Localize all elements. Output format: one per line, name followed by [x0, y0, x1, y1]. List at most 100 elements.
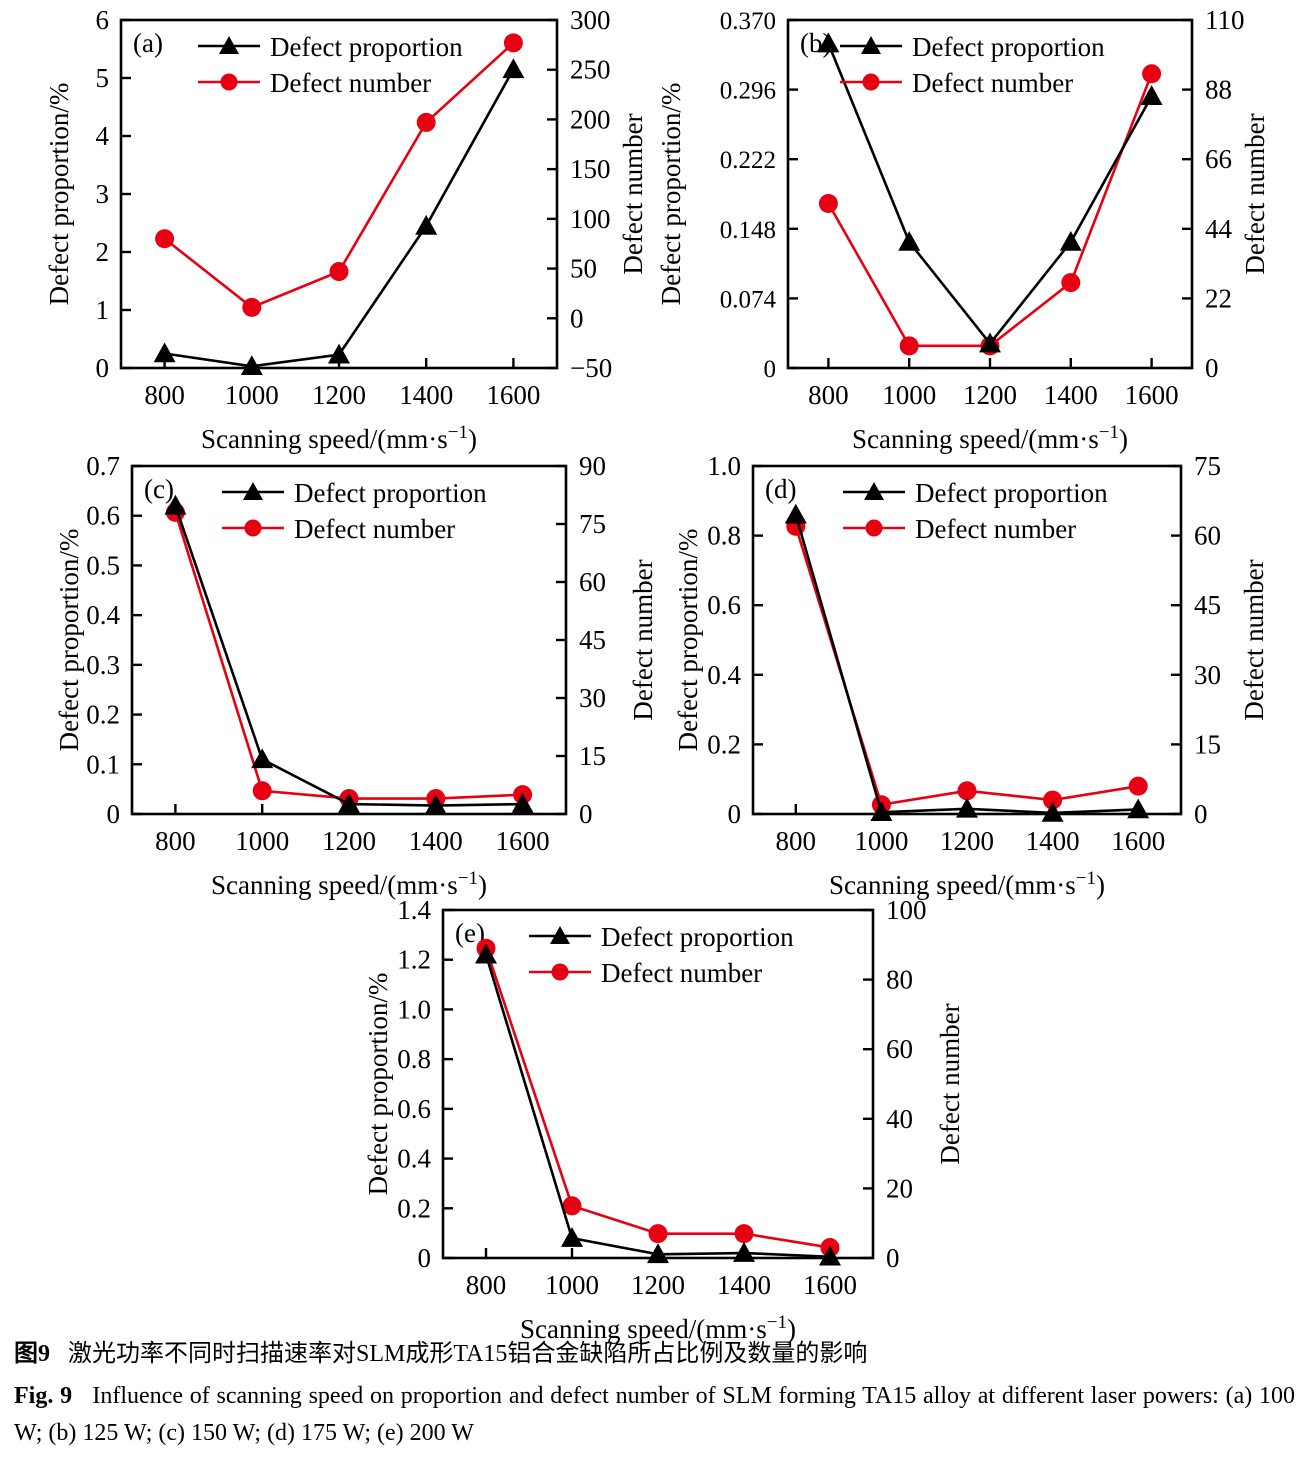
data-point-circle [1128, 776, 1148, 796]
legend-label[interactable]: Defect proportion [294, 478, 487, 508]
legend-label[interactable]: Defect number [270, 68, 431, 98]
legend-marker-triangle [219, 36, 239, 54]
legend-label[interactable]: Defect number [912, 68, 1073, 98]
plot-c: 800 1000 1200 1400 1600 0 0.1 0.2 0.3 0.4 0.5 0.6 0.… [54, 451, 658, 900]
y-left-tick-label: 0 [728, 799, 742, 829]
y-left-tick-label: 0.074 [720, 286, 777, 313]
y-right-tick-label: 50 [570, 254, 597, 284]
y-left-tick-label: 0.2 [86, 700, 120, 730]
legend-marker-circle [862, 73, 880, 91]
data-point-triangle [424, 794, 447, 815]
series-line-defect-proportion [174, 505, 523, 807]
y-right-tick-label: 110 [1205, 5, 1245, 35]
data-point-triangle [956, 797, 978, 818]
legend-label[interactable]: Defect proportion [601, 922, 794, 952]
y-right-tick-label: 90 [579, 451, 606, 481]
x-tick-label: 1200 [631, 1270, 685, 1300]
x-tick-label: 1000 [882, 380, 936, 410]
data-point-circle [1043, 790, 1063, 810]
data-point-triangle [1041, 801, 1064, 822]
y-left-tick-label: 0.3 [86, 650, 120, 680]
y-right-tick-label: 100 [886, 895, 927, 925]
x-tick-label: 1400 [1044, 380, 1098, 410]
data-point-triangle [164, 494, 187, 515]
plot-d: 800 1000 1200 1400 1600 0 0.2 0.4 0.6 0.8 1.0 0 15 30… [673, 451, 1269, 900]
panel-label: (c) [144, 474, 174, 504]
data-point-triangle [1127, 798, 1150, 819]
y-right-tick-label: 20 [886, 1173, 913, 1203]
data-point-triangle [784, 503, 807, 524]
legend-label[interactable]: Defect number [294, 514, 455, 544]
data-point-triangle [870, 801, 893, 822]
y-right-tick-label: 200 [570, 104, 611, 134]
legend-marker-circle [220, 73, 238, 91]
x-tick-label: 1000 [854, 826, 908, 856]
y-left-tick-label: 0.222 [720, 147, 776, 174]
data-point-triangle [819, 1245, 841, 1266]
y-right-tick-label: 15 [579, 741, 606, 771]
x-tick-label: 1400 [399, 380, 453, 410]
x-tick-label: 1400 [1026, 826, 1080, 856]
x-tick-label: 1600 [486, 380, 540, 410]
y-left-tick-label: 0 [418, 1243, 432, 1273]
legend-label[interactable]: Defect proportion [270, 32, 463, 62]
data-point-triangle [502, 58, 525, 79]
legend-label[interactable]: Defect number [915, 514, 1076, 544]
y-left-axis-title: Defect proportion/% [673, 529, 703, 752]
caption-english: Fig. 9 Influence of scanning speed on pr… [14, 1378, 1295, 1451]
y-left-axis-title: Defect proportion/% [656, 83, 686, 306]
y-left-tick-label: 0.1 [86, 749, 120, 779]
data-point-triangle [251, 748, 274, 769]
y-left-tick-label: 0.2 [707, 729, 741, 759]
legend-label[interactable]: Defect proportion [912, 32, 1105, 62]
legend-label[interactable]: Defect number [601, 958, 762, 988]
x-tick-label: 1600 [1111, 826, 1165, 856]
y-left-tick-label: 0 [764, 356, 777, 383]
y-left-tick-label: 1 [96, 295, 110, 325]
data-point-circle [503, 33, 523, 53]
y-left-tick-label: 0 [107, 799, 121, 829]
caption-chinese-label: 图9 [14, 1341, 50, 1367]
data-point-triangle [898, 230, 921, 251]
y-left-tick-label: 4 [96, 121, 110, 151]
plot-e: 800 1000 1200 1400 160000.20.40.60.81.01.21.… [363, 895, 965, 1344]
y-right-axis-title: Defect number [618, 113, 648, 274]
series-line-defect-proportion [164, 68, 515, 368]
legend-label[interactable]: Defect proportion [915, 478, 1108, 508]
y-left-tick-label: 0.6 [86, 501, 120, 531]
data-point-triangle [561, 1227, 583, 1247]
series-line-defect-number [484, 947, 831, 1249]
y-left-axis-title: Defect proportion/% [363, 973, 393, 1196]
y-left-axis-title: Defect proportion/% [54, 529, 84, 752]
caption-chinese-text: 激光功率不同时扫描速率对SLM成形TA15铝合金缺陷所占比例及数量的影响 [68, 1341, 868, 1367]
y-right-tick-label: 15 [1194, 729, 1221, 759]
series-line-defect-proportion [794, 514, 1139, 815]
chart-panel-b: 800 1000 1200 1400 1600 0 0.074 0.148 0.222 0.296… [656, 0, 1280, 454]
y-right-tick-label: 30 [1194, 660, 1221, 690]
data-point-circle [648, 1224, 668, 1244]
data-point-circle [242, 297, 262, 317]
chart-panel-e: 800 1000 1200 1400 1600 0 0.2 0.4 0.6 0.8 1.0 1.2 1.… [363, 890, 977, 1344]
y-right-tick-label: 150 [570, 154, 611, 184]
chart-panel-c: 800 1000 1200 1400 1600 0 0.1 0.2 0.3 0.4 0.5 0.6 0.… [54, 446, 672, 900]
x-axis-title: Scanning speed/(mm·s−1) [201, 422, 477, 454]
y-right-tick-label: 45 [579, 625, 606, 655]
data-point-triangle [733, 1242, 755, 1262]
plot-a: 800 1000 1200 1400 1600 0 1 2 3 4 5 6 −50 0 50 100 150 20… [44, 5, 648, 454]
x-axis-title: Scanning speed/(mm·s−1) [211, 868, 487, 900]
y-right-tick-label: 60 [1194, 521, 1221, 551]
y-right-axis-title: Defect number [628, 559, 658, 720]
panel-label: (d) [765, 474, 796, 504]
data-point-triangle [153, 342, 176, 363]
y-right-tick-label: 250 [570, 55, 611, 85]
data-point-triangle [817, 32, 840, 53]
y-right-tick-label: 88 [1205, 75, 1232, 105]
legend-marker-triangle [550, 926, 570, 944]
y-left-tick-label: 0.6 [707, 590, 741, 620]
data-point-circle [1061, 273, 1081, 293]
x-tick-label: 1000 [545, 1270, 599, 1300]
data-point-triangle [1059, 230, 1082, 251]
x-tick-label: 800 [144, 380, 185, 410]
y-right-tick-label: 30 [579, 683, 606, 713]
